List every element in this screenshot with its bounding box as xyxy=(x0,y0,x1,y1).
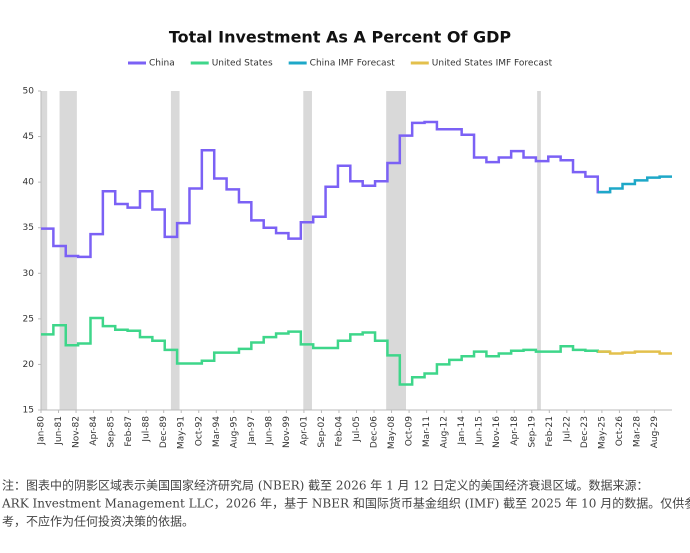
x-tick-label: Jan-97 xyxy=(247,416,257,446)
recession-band xyxy=(537,91,541,410)
x-tick-label: Nov-82 xyxy=(72,416,82,448)
x-tick-label: Jun-15 xyxy=(475,416,485,446)
x-tick-label: Apr-84 xyxy=(89,416,99,446)
y-tick-label: 20 xyxy=(23,360,35,370)
series-line xyxy=(41,120,611,259)
recession-band xyxy=(303,91,312,410)
x-tick-label: Feb-21 xyxy=(545,416,555,447)
x-tick-label: Feb-04 xyxy=(334,416,344,447)
y-tick-label: 25 xyxy=(23,314,34,324)
recession-band xyxy=(59,91,77,410)
x-tick-label: Jun-98 xyxy=(264,416,274,446)
x-tick-label: Sep-85 xyxy=(107,416,117,448)
y-tick-label: 40 xyxy=(23,178,35,188)
series-line xyxy=(597,175,672,194)
x-tick-label: Jan-80 xyxy=(37,416,47,446)
chart-title: Total Investment As A Percent Of GDP xyxy=(169,28,512,47)
x-tick-label: Nov-99 xyxy=(282,416,292,448)
legend-label: China IMF Forecast xyxy=(310,59,396,69)
x-tick-label: Dec-89 xyxy=(159,416,169,448)
x-tick-label: Mar-94 xyxy=(212,416,222,447)
x-tick-label: Sep-19 xyxy=(527,416,537,448)
x-tick-label: May-91 xyxy=(177,416,187,449)
legend-label: United States xyxy=(212,59,273,69)
y-tick-label: 50 xyxy=(23,87,35,97)
x-tick-label: Aug-12 xyxy=(440,416,450,448)
legend-label: China xyxy=(149,59,175,69)
x-tick-label: May-08 xyxy=(387,416,397,449)
x-tick-label: Nov-16 xyxy=(492,416,502,448)
x-tick-label: Oct-92 xyxy=(194,416,204,446)
y-tick-label: 45 xyxy=(23,132,34,142)
x-tick-label: Jul-05 xyxy=(352,416,362,443)
recession-band xyxy=(41,91,48,410)
y-tick-label: 35 xyxy=(23,223,34,233)
x-tick-label: Jul-22 xyxy=(562,416,572,443)
x-tick-label: Apr-18 xyxy=(510,416,520,446)
x-tick-label: Aug-29 xyxy=(650,416,660,449)
x-tick-label: Sep-02 xyxy=(317,416,327,448)
x-tick-label: May-25 xyxy=(597,416,607,449)
x-tick-label: Jul-88 xyxy=(142,416,152,443)
x-tick-label: Mar-28 xyxy=(632,416,642,447)
x-tick-label: Jan-14 xyxy=(457,416,467,446)
legend-label: United States IMF Forecast xyxy=(432,59,553,69)
x-tick-label: Dec-23 xyxy=(580,416,590,448)
x-tick-label: Oct-09 xyxy=(405,416,415,447)
x-tick-label: Apr-01 xyxy=(299,416,309,446)
y-tick-label: 30 xyxy=(23,269,35,279)
x-tick-label: Dec-06 xyxy=(370,416,380,448)
x-tick-label: Mar-11 xyxy=(422,416,432,447)
x-tick-label: Jun-81 xyxy=(54,416,64,446)
x-tick-label: Feb-87 xyxy=(124,416,134,447)
series-line xyxy=(597,350,672,355)
series-line xyxy=(41,316,611,386)
note: ARK Investment Management LLC，2026 年，基于 … xyxy=(1,496,690,511)
recession-band xyxy=(170,91,180,410)
note: 注：图表中的阴影区域表示美国国家经济研究局 (NBER) 截至 2026 年 1… xyxy=(2,478,648,493)
note: 考，不应作为任何投资决策的依据。 xyxy=(2,514,194,529)
x-tick-label: Aug-95 xyxy=(229,416,239,448)
x-tick-label: Oct-26 xyxy=(615,416,625,447)
recession-band xyxy=(386,91,406,410)
y-tick-label: 15 xyxy=(23,406,34,416)
